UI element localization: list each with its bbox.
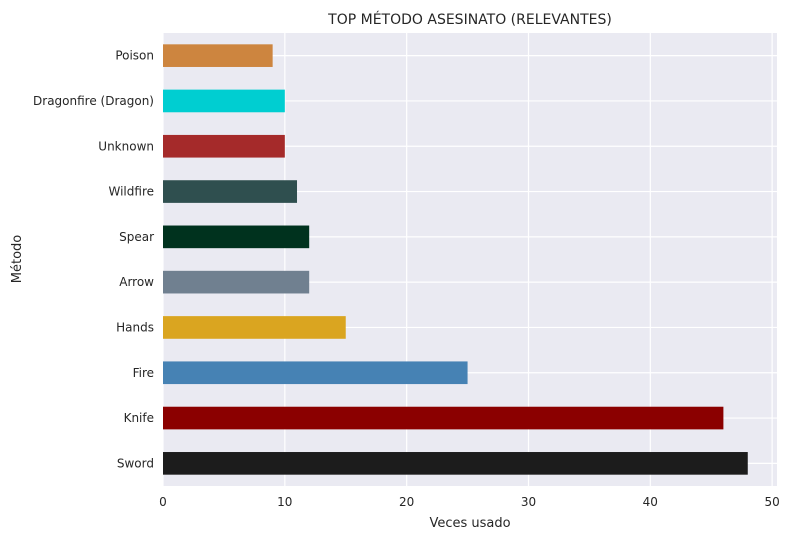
y-tick-label: Poison <box>115 49 154 63</box>
x-tick-label-40: 40 <box>643 495 658 509</box>
x-axis-title: Veces usado <box>429 516 510 531</box>
bar-poison <box>163 44 273 67</box>
x-tick-label-0: 0 <box>159 495 167 509</box>
chart-title: TOP MÉTODO ASESINATO (RELEVANTES) <box>327 11 612 28</box>
x-tick-label-30: 30 <box>521 495 536 509</box>
bar-spear <box>163 225 310 249</box>
y-tick-label: Fire <box>133 366 154 380</box>
bar-arrow <box>163 270 310 294</box>
bar-wildfire <box>163 180 298 203</box>
y-tick-label: Sword <box>117 456 154 470</box>
bar-fire <box>163 361 468 385</box>
y-tick-labels: Sword Knife Fire Hands Arrow Spear Wildfire Unk… <box>33 49 154 471</box>
bar-sword <box>163 452 748 475</box>
y-tick-label: Unknown <box>98 139 154 153</box>
y-tick-label: Dragonfire (Dragon) <box>33 94 154 108</box>
y-tick-label: Hands <box>116 320 154 334</box>
y-axis-title: Método <box>10 235 25 284</box>
x-tick-labels: 0 10 20 30 40 50 <box>159 495 780 509</box>
bar-unknown <box>163 134 285 158</box>
x-tick-label-20: 20 <box>399 495 414 509</box>
x-tick-label-50: 50 <box>764 495 779 509</box>
y-tick-label: Spear <box>119 230 154 244</box>
y-tick-label: Arrow <box>119 275 154 289</box>
x-tick-label-10: 10 <box>277 495 292 509</box>
y-tick-label: Wildfire <box>109 185 155 199</box>
y-tick-label: Knife <box>124 411 154 425</box>
bar-knife <box>163 406 724 430</box>
bar-dragonfire-dragon <box>163 89 285 113</box>
bars <box>163 44 748 475</box>
bar-hands <box>163 316 346 339</box>
